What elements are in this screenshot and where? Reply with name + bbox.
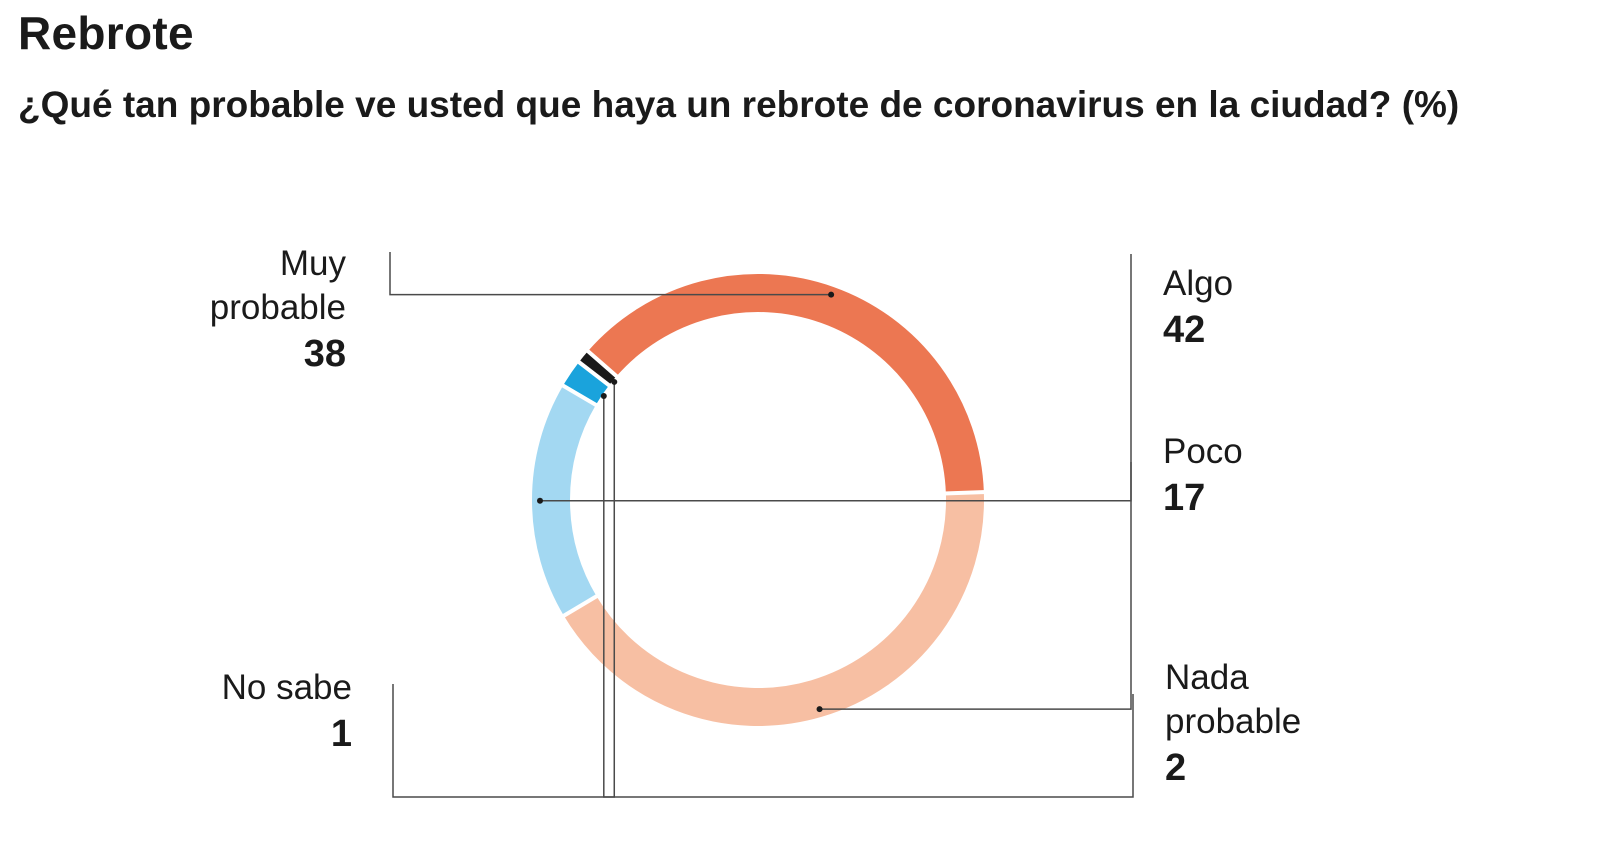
leader-dot-muy-probable [828,291,835,298]
label-algo: Algo 42 [1163,262,1233,354]
label-algo-name: Algo [1163,264,1234,303]
label-nada-probable-name: Nada probable [1165,658,1302,741]
slice-separator [576,359,612,389]
label-nada-probable: Nada probable 2 [1165,656,1301,792]
label-poco-name: Poco [1163,432,1243,471]
label-no-sabe: No sabe 1 [222,666,352,758]
chart-title: Rebrote [18,7,194,59]
leader-dot-no-sabe [611,378,618,385]
label-poco: Poco 17 [1163,430,1243,522]
label-muy-probable-name: Muy probable [209,244,346,327]
slice-muy-probable [587,274,984,494]
leader-line-poco [540,462,1132,502]
label-muy-probable: Muy probable 38 [210,242,346,378]
slice-separator [943,490,986,496]
leader-dot-algo [816,706,823,713]
slice-algo [563,492,984,726]
label-no-sabe-name: No sabe [221,668,352,707]
leader-dot-poco [537,497,544,504]
leader-line-muy-probable [389,252,832,296]
leader-dot-nada-probable [600,392,607,399]
donut-slices [532,274,986,726]
slice-separator [561,593,600,619]
label-no-sabe-value: 1 [330,713,352,755]
label-poco-value: 17 [1163,477,1206,519]
chart-subtitle: ¿Qué tan probable ve usted que haya un r… [18,84,1460,125]
leader-line-nada-probable [603,395,1134,798]
slice-separator [560,382,599,408]
leader-lines [389,252,1134,798]
leader-line-no-sabe [392,381,616,798]
slice-separator [585,348,620,379]
label-algo-value: 42 [1163,309,1206,351]
slice-nada-probable [563,362,610,406]
label-nada-probable-value: 2 [1165,747,1187,789]
label-muy-probable-value: 38 [303,333,346,375]
leader-line-algo [819,254,1132,710]
